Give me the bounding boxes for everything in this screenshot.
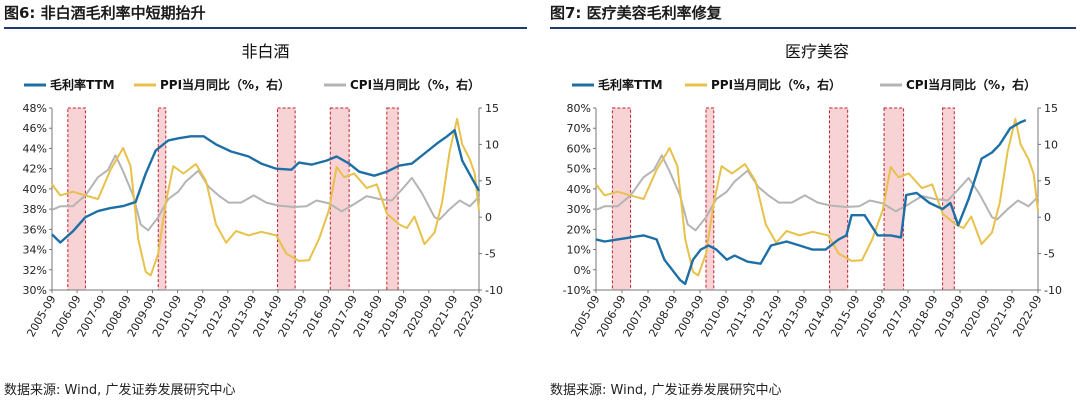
right-tick-label: 0 xyxy=(1044,211,1051,224)
left-tick-label: 60% xyxy=(567,142,591,155)
shaded-period xyxy=(705,107,715,291)
shaded-period xyxy=(67,107,86,291)
left-tick-label: 40% xyxy=(23,183,47,196)
left-tick-label: 40% xyxy=(567,183,591,196)
legend-label: 毛利率TTM xyxy=(50,77,115,92)
series-line-cpi xyxy=(595,154,1039,232)
left-tick-label: -10% xyxy=(563,284,591,297)
legend-label: CPI当月同比（%，右） xyxy=(906,77,1036,92)
left-tick-label: 36% xyxy=(23,223,47,236)
shaded-period xyxy=(277,107,296,291)
left-tick-label: 80% xyxy=(567,102,591,115)
left-tick-label: 44% xyxy=(23,142,47,155)
left-tick-label: 38% xyxy=(23,203,47,216)
figure-6-title: 图6: 非白酒毛利率中短期抬升 xyxy=(4,4,206,22)
right-tick-label: -5 xyxy=(485,248,496,261)
right-tick-label: -10 xyxy=(1044,284,1062,297)
left-tick-label: 30% xyxy=(23,284,47,297)
figure-6-chart-panel: 非白酒毛利率TTM PPI当月同比（%，右） CPI当月同比（%，右） 30% 32% 3… xyxy=(4,32,527,375)
left-tick-label: 32% xyxy=(23,264,47,277)
left-tick-label: 70% xyxy=(567,122,591,135)
figure-6-source: 数据来源: Wind, 广发证券发展研究中心 xyxy=(4,383,236,398)
right-tick-label: -5 xyxy=(1044,248,1055,261)
legend-label: CPI当月同比（%，右） xyxy=(350,77,480,92)
right-tick-label: 5 xyxy=(1044,175,1051,188)
right-tick-label: 0 xyxy=(485,211,492,224)
shaded-period xyxy=(883,107,905,291)
right-tick-label: 10 xyxy=(485,138,499,151)
legend-label: PPI当月同比（%，右） xyxy=(160,77,290,92)
figure-7-source: 数据来源: Wind, 广发证券发展研究中心 xyxy=(550,383,782,398)
left-tick-label: 30% xyxy=(567,203,591,216)
left-tick-label: 42% xyxy=(23,163,47,176)
chart-title: 医疗美容 xyxy=(785,42,849,61)
chart-title: 非白酒 xyxy=(241,42,289,61)
shaded-period xyxy=(611,107,632,291)
right-tick-label: 15 xyxy=(485,102,499,115)
shaded-period xyxy=(157,107,167,291)
shaded-period xyxy=(329,107,350,291)
figure-7-title: 图7: 医疗美容毛利率修复 xyxy=(550,4,722,22)
figure-7-title-rule xyxy=(550,27,1076,29)
left-tick-label: 10% xyxy=(567,244,591,257)
right-tick-label: 10 xyxy=(1044,138,1058,151)
left-tick-label: 20% xyxy=(567,223,591,236)
right-tick-label: 15 xyxy=(1044,102,1058,115)
legend-label: 毛利率TTM xyxy=(598,77,663,92)
figure-7-chart-panel: 医疗美容毛利率TTM PPI当月同比（%，右） CPI当月同比（%，右） -10% 0%… xyxy=(550,32,1076,375)
right-tick-label: -10 xyxy=(485,284,503,297)
series-line-gross-margin xyxy=(51,128,481,244)
series-line-ppi xyxy=(51,117,480,277)
shaded-period xyxy=(828,107,849,291)
figure-6-title-rule xyxy=(4,27,527,29)
series-line-gross-margin xyxy=(595,118,1027,286)
series-line-cpi xyxy=(51,154,480,232)
left-tick-label: 0% xyxy=(574,264,591,277)
legend-label: PPI当月同比（%，右） xyxy=(711,77,841,92)
left-tick-label: 48% xyxy=(23,102,47,115)
left-tick-label: 46% xyxy=(23,122,47,135)
left-tick-label: 50% xyxy=(567,163,591,176)
left-tick-label: 34% xyxy=(23,244,47,257)
right-tick-label: 5 xyxy=(485,175,492,188)
